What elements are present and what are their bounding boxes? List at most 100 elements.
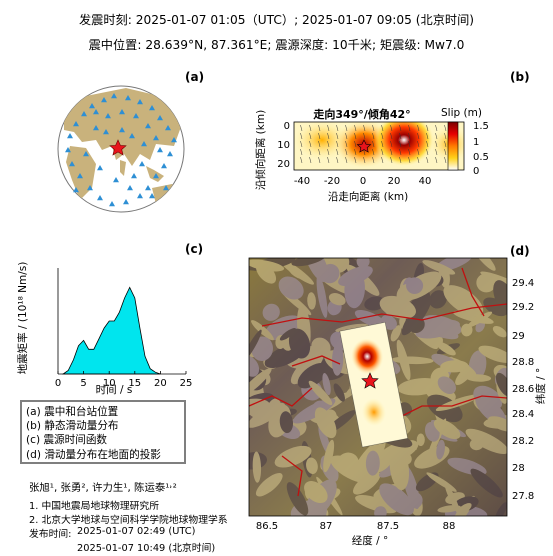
slip-vector: [381, 124, 384, 132]
slip-vector: [354, 132, 357, 140]
station-triangle-icon: [153, 135, 159, 141]
slip-vector: [399, 148, 402, 156]
slip-vector: [435, 124, 438, 132]
cbar-tick-2: 0.5: [473, 152, 489, 163]
slip-vector: [318, 156, 321, 164]
station-triangle-icon: [77, 173, 83, 179]
slip-vector: [435, 148, 438, 156]
station-triangle-icon: [157, 115, 163, 121]
station-triangle-icon: [93, 125, 99, 131]
d-ytick-4: 28.6: [512, 384, 534, 395]
cbar-tick-1: 1: [473, 137, 479, 148]
slip-vector: [309, 156, 312, 164]
station-triangle-icon: [145, 123, 151, 129]
slip-vector: [390, 156, 393, 164]
slip-vector: [417, 140, 420, 148]
d-ytick-7: 28: [512, 463, 525, 474]
release-time-utc: 2025-01-07 02:49 (UTC): [77, 526, 196, 537]
slip-vector: [408, 124, 411, 132]
slip-vector: [390, 140, 393, 148]
slip-vector: [327, 140, 330, 148]
slip-vector: [417, 156, 420, 164]
d-ytick-5: 28.4: [512, 409, 534, 420]
stf-xtick-label: 5: [80, 378, 86, 389]
slip-field: [294, 122, 464, 170]
slip-vector: [408, 132, 411, 140]
slip-vector: [300, 140, 303, 148]
station-triangle-icon: [73, 187, 79, 193]
slip-vector: [399, 140, 402, 148]
station-triangle-icon: [113, 177, 119, 183]
slip-vector: [318, 148, 321, 156]
slip-vector: [390, 148, 393, 156]
d-xtick-2: 87.5: [377, 521, 399, 532]
d-xtick-3: 88: [443, 521, 456, 532]
colorbar-title: Slip (m): [441, 107, 482, 119]
legend-box: (a) 震中和台站位置 (b) 静态滑动量分布 (c) 震源时间函数 (d) 滑…: [20, 400, 186, 464]
station-triangle-icon: [139, 161, 145, 167]
slip-vector: [300, 124, 303, 132]
station-triangle-icon: [157, 147, 163, 153]
station-triangle-icon: [127, 185, 133, 191]
slip-vector: [408, 156, 411, 164]
affiliation-2: 2. 北京大学地球与空间科学学院地球物理学系: [29, 515, 228, 526]
slip-vector: [354, 148, 357, 156]
b-xtick-1: -20: [324, 176, 340, 187]
b-ylabel: 沿倾向距离 (km): [254, 110, 267, 190]
station-triangle-icon: [93, 109, 99, 115]
d-xlabel: 经度 / °: [352, 534, 388, 547]
cbar-tick-3: 0: [473, 166, 479, 177]
c-xlabel: 时间 / s: [96, 383, 133, 396]
stf-area: [61, 286, 161, 375]
slip-vector: [435, 140, 438, 148]
b-ytick-1: 10: [277, 140, 290, 151]
station-triangle-icon: [123, 199, 129, 205]
release-label: 发布时间:: [29, 529, 72, 540]
station-triangle-icon: [125, 95, 131, 101]
colorbar: [447, 121, 459, 171]
b-ytick-0: 0: [284, 121, 290, 132]
slip-vector: [336, 132, 339, 140]
station-triangle-icon: [149, 193, 155, 199]
d-ytick-1: 29.2: [512, 302, 534, 313]
station-triangle-icon: [67, 133, 73, 139]
b-xtick-3: 20: [388, 176, 401, 187]
slip-vector: [327, 148, 330, 156]
slip-vector: [300, 148, 303, 156]
d-ytick-2: 29: [512, 331, 525, 342]
panel-d-label: (d): [510, 244, 530, 258]
station-triangle-icon: [133, 113, 139, 119]
map-epicenter-star-icon: [361, 372, 379, 389]
slip-vector: [363, 132, 366, 140]
slip-vector: [318, 132, 321, 140]
b-xtick-0: -40: [294, 176, 310, 187]
slip-vector: [372, 140, 375, 148]
legend-item-a: (a) 震中和台站位置: [26, 406, 119, 418]
b-ytick-2: 20: [277, 159, 290, 170]
slip-vector: [426, 132, 429, 140]
panel-a-label: (a): [185, 70, 205, 84]
fault-lines: [249, 267, 507, 497]
panel-d-map: 86.5 87 87.5 88 经度 / ° 29.4 29.2 29 28.8…: [248, 257, 547, 547]
slip-vector: [444, 148, 447, 156]
slip-vector: [336, 156, 339, 164]
panel-c-label: (c): [185, 242, 204, 256]
slip-vector: [372, 148, 375, 156]
slip-vector: [309, 132, 312, 140]
panel-c-stf: 0 5 10 15 20 25 时间 / s 地震矩率 / (10¹⁸ Nm/s): [16, 262, 192, 396]
station-triangle-icon: [105, 113, 111, 119]
slip-vector: [354, 140, 357, 148]
slip-vector: [426, 124, 429, 132]
cbar-tick-0: 1.5: [473, 121, 489, 132]
slip-vector: [408, 140, 411, 148]
station-triangle-icon: [83, 151, 89, 157]
station-triangle-icon: [165, 125, 171, 131]
stf-xtick-label: 20: [154, 378, 167, 389]
slip-vector: [444, 140, 447, 148]
d-ytick-0: 29.4: [512, 278, 534, 289]
station-triangle-icon: [161, 163, 167, 169]
slip-vector: [381, 132, 384, 140]
slip-vector: [309, 124, 312, 132]
slip-title: 走向349°/倾角42°: [312, 107, 410, 121]
slip-vector: [426, 148, 429, 156]
